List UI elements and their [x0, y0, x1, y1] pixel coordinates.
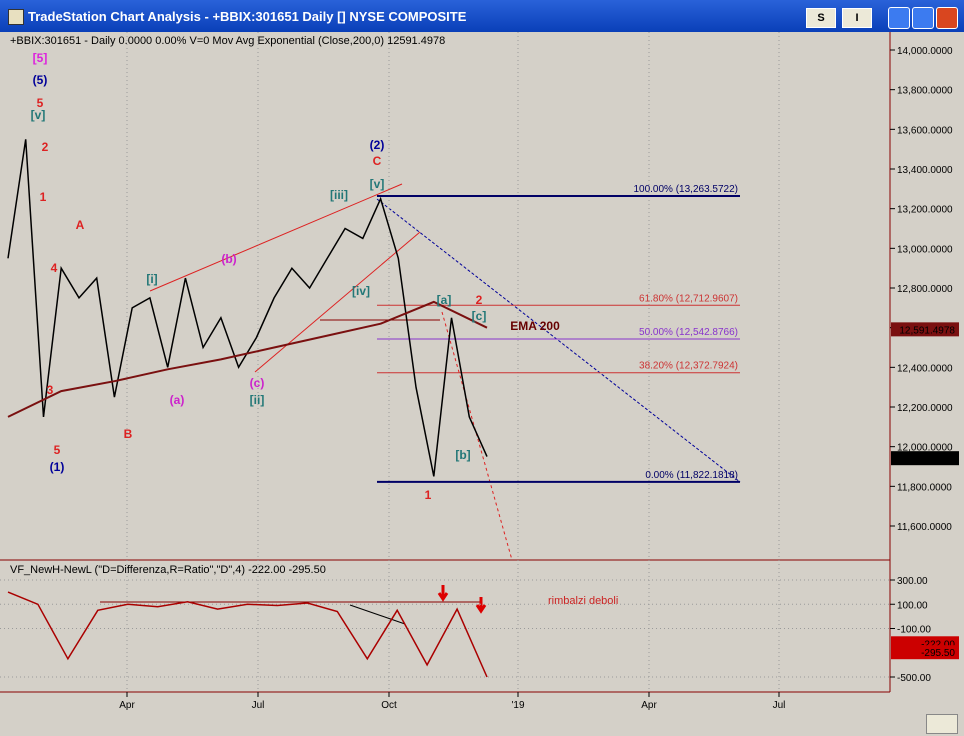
arrow [437, 585, 487, 614]
wave-label: 5 [37, 96, 44, 110]
fib-label: 100.00% (13,263.5722) [633, 184, 738, 195]
minimize-button[interactable] [888, 7, 910, 29]
x-tick-label: '19 [511, 700, 524, 711]
price-info: +BBIX:301651 - Daily 0.0000 0.00% V=0 Mo… [10, 35, 445, 47]
fib-label: 61.80% (12,712.9607) [639, 293, 738, 304]
fib-label: 50.00% (12,542.8766) [639, 327, 738, 338]
wave-label: (a) [170, 393, 185, 407]
wave-label: 1 [425, 488, 432, 502]
y-tick-label: 13,200.0000 [897, 205, 953, 216]
wave-label: [i] [146, 272, 157, 286]
fib-label: 0.00% (11,822.1818) [645, 470, 738, 481]
x-tick-label: Oct [381, 700, 397, 711]
y-tick-label: 13,800.0000 [897, 86, 953, 97]
wave-label: [b] [455, 448, 470, 462]
y-tick-label: 100.00 [897, 600, 928, 611]
y-tick-label: 11,600.0000 [897, 522, 952, 533]
trend-line [376, 198, 741, 483]
wave-label: (b) [221, 252, 236, 266]
wave-label: [a] [437, 293, 452, 307]
value-box-label: 12,591.4978 [899, 325, 955, 336]
app-icon [8, 9, 24, 25]
trend-line [254, 231, 421, 373]
window-title: TradeStation Chart Analysis - +BBIX:3016… [28, 9, 467, 24]
y-tick-label: 12,000.0000 [897, 443, 953, 454]
y-tick-label: 14,000.0000 [897, 46, 953, 57]
y-tick-label: 13,600.0000 [897, 125, 953, 136]
wave-label: (5) [33, 73, 48, 87]
osc-note: rimbalzi deboli [548, 595, 618, 607]
wave-label: [5] [33, 51, 48, 65]
y-tick-label: 300.00 [897, 576, 928, 587]
wave-label: (c) [250, 376, 265, 390]
y-tick-label: 13,000.0000 [897, 244, 953, 255]
wave-label: [iii] [330, 188, 348, 202]
annotations: [5] (5) 5 [v] 2 1 A 4 3 5 (1) B [i] (b) … [31, 51, 560, 502]
value-box [891, 322, 959, 337]
wave-label: [iv] [352, 284, 370, 298]
x-tick-label: Apr [641, 700, 657, 711]
wave-label: A [76, 218, 85, 232]
maximize-button[interactable] [912, 7, 934, 29]
wave-label: [c] [472, 309, 487, 323]
ema-label: EMA 200 [510, 319, 560, 333]
wave-label: 5 [54, 443, 61, 457]
value-box [891, 645, 959, 660]
wave-label: 1 [40, 190, 47, 204]
osc-line [7, 591, 488, 678]
osc-info: VF_NewH-NewL ("D=Differenza,R=Ratio","D"… [10, 564, 326, 576]
wave-label: 3 [47, 383, 54, 397]
value-box [891, 451, 959, 466]
wave-label: 2 [476, 293, 483, 307]
wave-label: 4 [51, 261, 58, 275]
menu-button[interactable]: I [842, 8, 872, 28]
y-tick-label: 12,800.0000 [897, 284, 953, 295]
menu-button[interactable]: S [806, 8, 836, 28]
wave-label: B [124, 427, 133, 441]
value-box-label: -295.50 [921, 648, 955, 659]
y-tick-label: 12,400.0000 [897, 363, 953, 374]
y-tick-label: 11,800.0000 [897, 482, 952, 493]
y-tick-label: -500.00 [897, 673, 931, 684]
wave-label: [v] [31, 108, 46, 122]
wave-label: [ii] [250, 393, 265, 407]
y-tick-label: 12,200.0000 [897, 403, 953, 414]
title-bar: TradeStation Chart Analysis - +BBIX:3016… [0, 0, 964, 32]
osc-line [349, 604, 406, 625]
wave-label: (2) [370, 138, 385, 152]
status-bar [0, 712, 964, 736]
y-tick-label: 13,400.0000 [897, 165, 953, 176]
wave-label: 2 [42, 140, 49, 154]
scroll-button[interactable] [926, 714, 958, 734]
ema-line [7, 300, 488, 418]
chart: +BBIX:301651 - Daily 0.0000 0.00% V=0 Mo… [0, 32, 964, 736]
value-box-label: -222.00 [921, 639, 955, 650]
wave-label: (1) [50, 460, 65, 474]
value-box-label: 11,941.9297 [900, 454, 955, 465]
close-button[interactable] [936, 7, 958, 29]
trend-line [149, 183, 403, 292]
wave-label: C [373, 154, 382, 168]
background [0, 32, 964, 736]
wave-label: [v] [370, 177, 385, 191]
y-tick-label: -100.00 [897, 625, 931, 636]
x-tick-label: Jul [252, 700, 265, 711]
fib-label: 38.20% (12,372.7924) [639, 361, 738, 372]
x-tick-label: Apr [119, 700, 135, 711]
x-tick-label: Jul [773, 700, 786, 711]
